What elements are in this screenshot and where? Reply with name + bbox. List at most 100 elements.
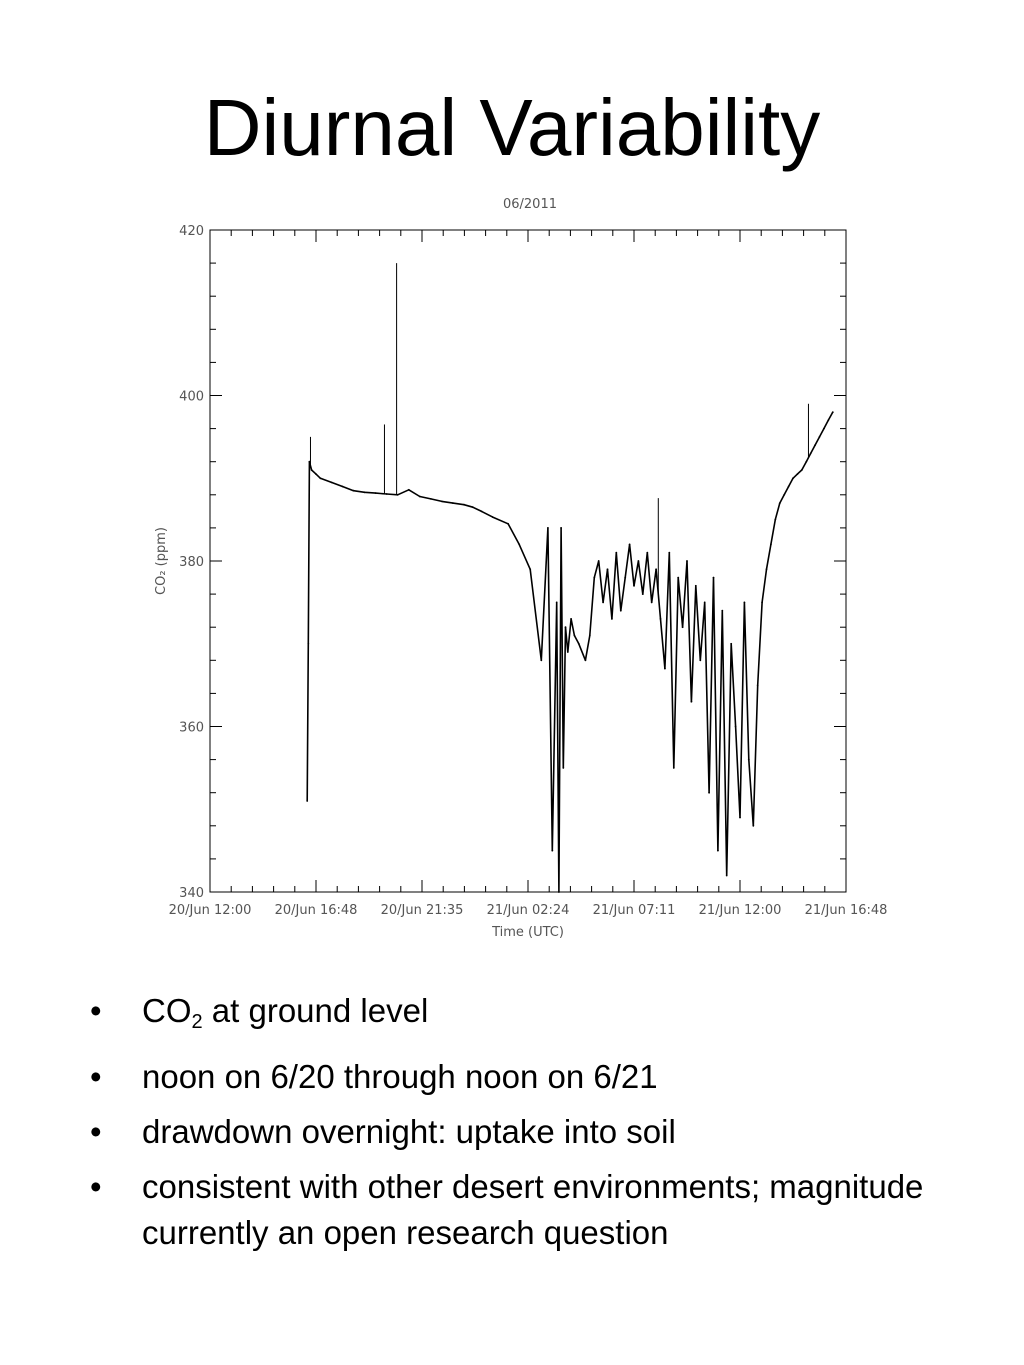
data-point [646,551,649,554]
data-point [814,444,816,446]
data-point [668,551,671,554]
data-point [655,568,657,571]
slide-title: Diurnal Variability [203,83,821,172]
y-tick-label: 380 [179,555,204,570]
data-point [407,488,410,491]
data-point [664,667,666,670]
data-point [471,506,474,509]
x-tick-label: 20/Jun 12:00 [169,903,252,918]
data-point [712,576,715,579]
data-point [597,560,600,562]
data-point [352,489,355,492]
data-point [310,469,313,471]
bullet-item: noon on 6/20 through noon on 6/21 [84,1054,984,1100]
data-point [307,642,310,645]
data-point [463,503,465,506]
data-point [628,543,631,546]
data-point [831,411,834,413]
data-point [611,618,613,620]
data-point [770,543,772,546]
data-point [694,584,697,587]
data-point [739,816,741,819]
x-axis-label: Time (UTC) [491,925,564,940]
bullet-item: CO2 at ground level [84,988,984,1045]
y-tick-label: 420 [179,224,204,239]
data-point [385,493,388,495]
chart-title: 06/2011 [503,197,557,212]
data-point [681,626,684,629]
data-point [547,527,549,529]
data-point [602,601,604,604]
data-point [570,618,572,620]
data-point [540,659,543,662]
data-point [747,758,750,761]
data-point [566,651,569,653]
data-point [306,800,309,802]
data-point [480,510,483,513]
data-point [752,824,755,827]
data-point [717,849,719,852]
data-point [650,601,653,604]
data-point [560,527,562,529]
x-tick-label: 21/Jun 16:48 [805,903,888,918]
bullet-text-prefix: CO [142,992,192,1029]
data-point [558,891,560,893]
data-point [562,767,565,769]
data-point [637,560,640,562]
data-point [677,576,680,579]
data-point [441,500,443,503]
data-point [743,601,746,604]
data-point [308,460,311,463]
data-point [818,436,821,438]
series-line [306,411,834,893]
data-point [452,502,454,504]
data-point [761,601,763,604]
bullet-subscript: 2 [191,1011,203,1033]
data-point [573,634,576,637]
data-point [518,543,521,546]
data-point [624,576,627,579]
data-point [641,593,644,595]
data-point [703,601,706,604]
data-point [809,452,812,455]
data-point [633,584,635,587]
data-point [765,568,768,571]
data-point [774,518,777,521]
data-point [319,477,322,480]
data-point [429,498,432,500]
data-point [805,460,808,463]
data-point [721,609,724,612]
data-point [734,725,737,728]
data-point [564,626,567,629]
data-point [827,419,830,422]
x-tick-label: 21/Jun 07:11 [593,903,676,918]
data-point [396,493,399,496]
data-point [529,568,532,571]
x-tick-label: 21/Jun 12:00 [699,903,782,918]
data-point [619,609,622,612]
data-point [588,634,591,637]
bullet-item: drawdown overnight: uptake into soil [84,1109,984,1155]
bullet-text-rest: at ground level [202,992,429,1029]
x-tick-label: 20/Jun 21:35 [381,903,464,918]
data-point [577,642,580,645]
data-point [551,849,554,852]
data-point [330,481,333,484]
x-tick-label: 20/Jun 16:48 [275,903,358,918]
bullet-list: CO2 at ground level noon on 6/20 through… [84,988,984,1265]
data-point [778,502,781,504]
y-axis: 340 360 380 400 420 [179,224,846,901]
data-point [315,473,317,475]
data-point [341,485,344,488]
data-point [708,791,710,794]
y-tick-label: 400 [179,390,204,405]
data-point [555,601,558,604]
plot-data [306,263,834,893]
y-tick-label: 360 [179,721,204,736]
x-tick-label: 21/Jun 02:24 [487,903,570,918]
data-point [606,568,609,571]
data-point [792,477,794,480]
data-point [730,642,733,645]
data-point [787,485,790,488]
